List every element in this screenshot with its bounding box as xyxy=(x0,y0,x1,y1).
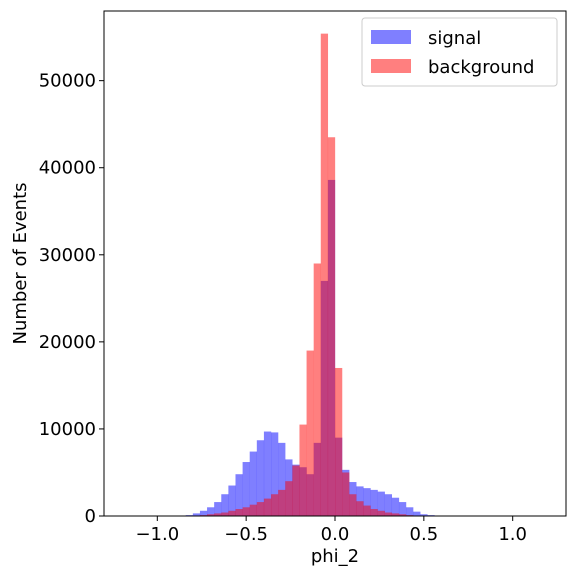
y-axis-ticks: 0 10000 20000 30000 40000 50000 xyxy=(39,71,104,527)
bar-background-14 xyxy=(221,512,229,516)
y-tick-label: 20000 xyxy=(39,332,96,353)
bar-background-39 xyxy=(398,514,407,516)
y-tick-label: 10000 xyxy=(39,419,96,440)
bar-background-17 xyxy=(242,507,250,516)
y-tick-label: 50000 xyxy=(39,71,96,92)
legend-label-signal: signal xyxy=(428,28,481,49)
x-axis-ticks: −1.0 −0.5 0.0 0.5 1.0 xyxy=(135,516,527,545)
bar-signal-35 xyxy=(370,489,378,516)
bar-background-30 xyxy=(335,367,343,516)
bar-signal-14 xyxy=(221,494,229,516)
bar-signal-10 xyxy=(192,513,201,516)
x-tick-label: 1.0 xyxy=(498,524,527,545)
bar-signal-38 xyxy=(391,497,400,516)
bar-signal-36 xyxy=(377,491,385,516)
bar-background-33 xyxy=(356,501,364,516)
x-tick-label: −0.5 xyxy=(224,524,268,545)
bar-background-24 xyxy=(292,465,300,516)
bar-background-37 xyxy=(384,512,393,516)
bar-background-26 xyxy=(306,350,314,516)
bar-background-28 xyxy=(320,33,329,516)
bar-background-16 xyxy=(235,509,243,516)
bar-background-12 xyxy=(207,514,215,516)
bar-background-29 xyxy=(327,137,336,516)
bar-background-38 xyxy=(391,513,400,516)
y-axis-label: Number of Events xyxy=(10,182,31,344)
bar-signal-22 xyxy=(278,442,286,516)
bar-signal-19 xyxy=(256,440,265,516)
bar-background-15 xyxy=(228,510,236,516)
bar-background-31 xyxy=(342,472,350,516)
bar-signal-41 xyxy=(413,511,421,516)
bar-signal-20 xyxy=(263,431,272,516)
histogram-bars xyxy=(185,33,435,516)
bar-signal-42 xyxy=(420,514,428,516)
bar-signal-17 xyxy=(242,462,250,516)
bar-background-20 xyxy=(263,498,272,516)
bar-signal-13 xyxy=(214,502,222,516)
bar-signal-12 xyxy=(207,507,215,516)
bar-background-23 xyxy=(285,481,293,516)
bar-background-18 xyxy=(249,504,257,516)
bar-signal-40 xyxy=(406,507,414,516)
bar-background-27 xyxy=(313,263,321,516)
bar-background-36 xyxy=(377,510,385,516)
y-tick-label: 0 xyxy=(85,506,96,527)
legend-swatch-background xyxy=(371,59,411,73)
bar-signal-18 xyxy=(249,451,257,516)
bar-background-13 xyxy=(214,513,222,516)
x-tick-label: 0.5 xyxy=(410,524,439,545)
legend-swatch-signal xyxy=(371,30,411,44)
bar-signal-37 xyxy=(384,494,393,516)
y-tick-label: 40000 xyxy=(39,158,96,179)
x-tick-label: 0.0 xyxy=(321,524,350,545)
bar-signal-15 xyxy=(228,485,236,516)
bar-background-34 xyxy=(363,505,371,516)
y-tick-label: 30000 xyxy=(39,245,96,266)
bar-signal-34 xyxy=(363,488,371,516)
bar-signal-21 xyxy=(271,432,279,516)
bar-signal-39 xyxy=(398,502,407,516)
x-axis-label: phi_2 xyxy=(311,546,359,567)
bar-background-22 xyxy=(278,489,286,516)
legend: signal background xyxy=(361,17,558,87)
bar-background-32 xyxy=(349,494,357,516)
x-tick-label: −1.0 xyxy=(135,524,179,545)
bar-background-25 xyxy=(299,424,307,516)
bar-background-19 xyxy=(256,502,265,516)
bar-signal-11 xyxy=(199,510,208,516)
bar-background-21 xyxy=(271,494,279,516)
legend-label-background: background xyxy=(428,57,534,78)
bar-background-35 xyxy=(370,509,378,516)
bar-signal-16 xyxy=(235,474,243,516)
